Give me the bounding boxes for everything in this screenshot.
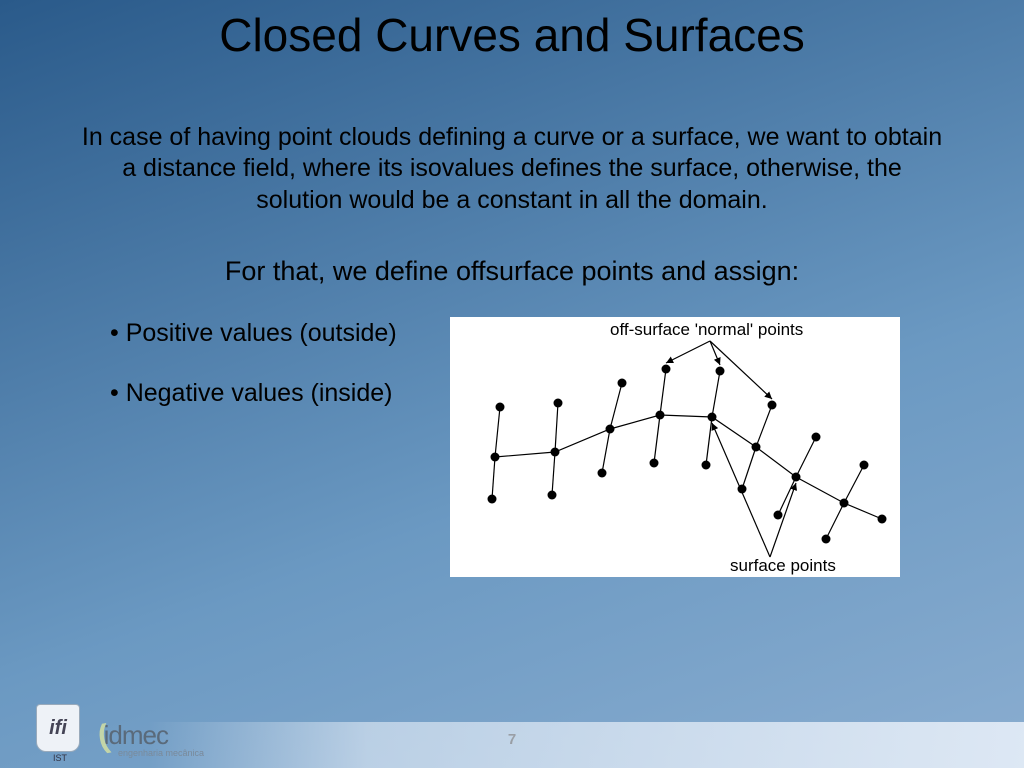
diagram-container: off-surface 'normal' points surface point… <box>450 317 900 577</box>
idmec-label: ( idmec <box>98 715 204 752</box>
offsurface-diagram: off-surface 'normal' points surface point… <box>450 317 900 577</box>
idmec-logo: ( idmec engenharia mecânica <box>98 715 204 758</box>
paragraph-1: In case of having point clouds defining … <box>80 122 944 216</box>
footer-gradient <box>148 722 1024 768</box>
bullet-positive: • Positive values (outside) <box>110 317 410 350</box>
ist-shield-icon: ifi <box>36 704 80 752</box>
svg-text:surface points: surface points <box>730 556 836 575</box>
svg-text:off-surface 'normal' points: off-surface 'normal' points <box>610 320 803 339</box>
ist-logo: ifi IST <box>36 704 84 762</box>
idmec-subtitle: engenharia mecânica <box>118 748 204 758</box>
content-columns: • Positive values (outside) • Negative v… <box>0 317 1024 577</box>
paragraph-2: For that, we define offsurface points an… <box>60 256 964 287</box>
bullets-column: • Positive values (outside) • Negative v… <box>110 317 410 438</box>
ist-label: IST <box>36 753 84 763</box>
footer: ifi IST ( idmec engenharia mecânica <box>0 700 1024 768</box>
idmec-text: idmec <box>104 720 168 751</box>
bullet-negative: • Negative values (inside) <box>110 377 410 410</box>
slide-title: Closed Curves and Surfaces <box>0 0 1024 62</box>
